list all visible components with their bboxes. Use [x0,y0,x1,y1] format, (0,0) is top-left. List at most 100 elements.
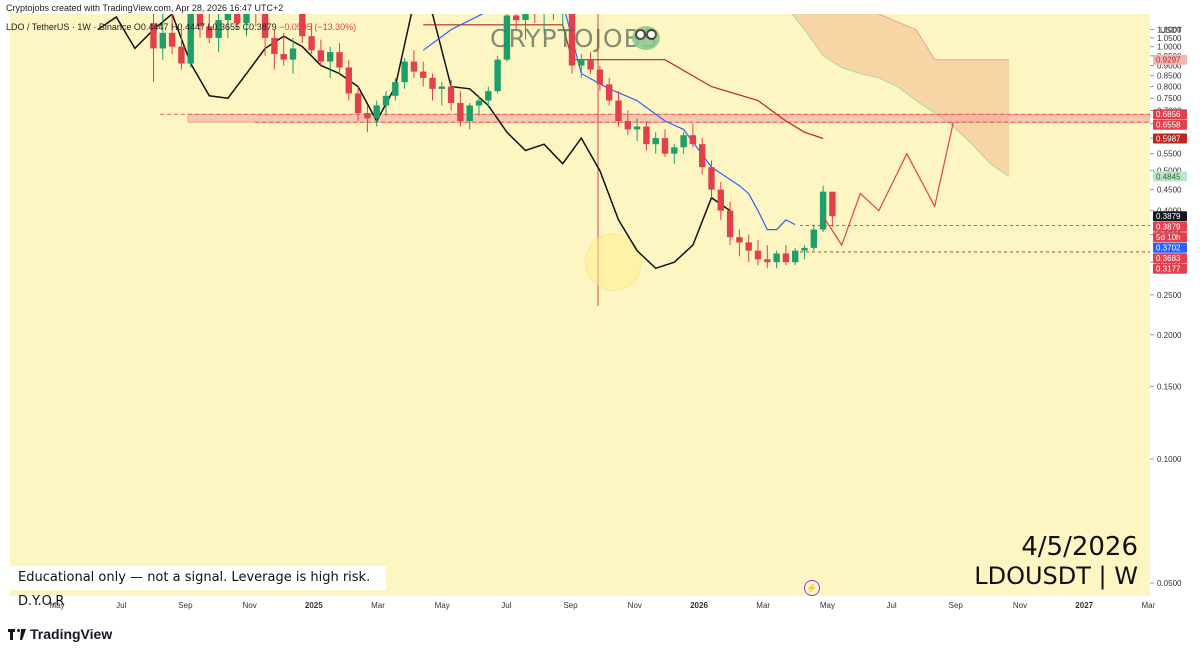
candle-body [392,82,399,96]
currency-label: USDT [1160,26,1182,35]
candle [280,32,287,66]
candle-body [345,67,352,94]
candle [829,191,836,227]
candle-body [438,86,445,89]
candle-body [401,61,408,83]
candle-body [299,14,306,37]
candle-body [801,247,808,251]
candle [243,14,250,37]
candle [438,82,445,106]
candle [289,37,297,74]
y-tick-label: 0.1000 [1157,455,1182,464]
candle [345,59,352,101]
candle-body [717,189,724,211]
x-tick-label: 2027 [1075,601,1093,610]
y-tick-label: 0.8000 [1157,83,1182,92]
symbol-legend[interactable]: LDO / TetherUS · 1W · Binance O0.4447 H0… [6,22,356,32]
legend-change: −0.0595 (−13.30%) [279,22,357,32]
candle-body [699,144,706,168]
candle-body [327,52,334,62]
candle [522,14,529,40]
candle [534,14,536,24]
candle-body [726,210,734,238]
candle [457,91,464,127]
candle [643,121,650,151]
candle [420,61,427,87]
x-tick-label: 2025 [305,601,323,610]
candle-body [475,100,483,106]
y-tick-label: 0.5000 [1157,167,1182,176]
candle [792,247,799,266]
candle-body [215,20,222,38]
candle [782,245,790,266]
created-by-text: Cryptojobs created with TradingView.com,… [6,3,284,13]
candle-body [643,126,650,145]
candle-body [633,126,641,130]
candle [633,118,641,142]
candle [410,50,418,78]
candle [382,91,390,116]
candle [364,105,371,133]
candle [447,80,455,111]
x-tick-label: Nov [1013,601,1027,610]
candle-body [829,191,836,217]
frog-icon [632,26,660,50]
candle [224,14,232,38]
x-tick-label: May [820,601,835,610]
x-tick-label: Mar [756,601,770,610]
lightning-icon[interactable]: ⚡ [804,580,820,596]
price-label: 5d 10h [1156,233,1180,242]
price-label-box [1153,119,1187,130]
candle-body [382,95,390,106]
candle-body [271,37,278,54]
tradingview-icon [8,629,26,640]
candle [150,14,157,83]
tenkan-line [422,14,796,231]
candle [234,14,241,30]
cloud-upper-line [877,14,1010,61]
price-label: 0.9297 [1156,56,1181,65]
candle [764,245,771,269]
candle-body [243,14,250,24]
candle-body [373,105,380,119]
y-tick-label: 1.1000 [1157,26,1182,35]
candle [708,160,715,198]
candle-body [494,59,501,92]
candle [661,129,669,157]
candle [485,86,492,108]
candle [754,239,762,266]
candle-body [420,71,427,78]
candle [726,201,734,246]
candle [475,95,483,116]
candle-body [606,84,613,101]
legend-symbol: LDO / TetherUS · 1W · Binance [6,22,132,32]
candle-body [289,48,297,60]
price-label-box [1153,171,1187,182]
candle-body [178,46,185,64]
brand-logo[interactable]: TradingView [8,626,112,642]
candle [587,52,594,74]
candle-body [522,14,529,21]
candle-body [689,135,697,145]
candle-body [354,93,362,114]
candle-body [736,237,743,243]
candle [810,224,817,251]
candle-body [513,15,520,21]
x-tick-label: Jul [501,601,511,610]
candle-body [503,15,511,60]
price-label: 0.6856 [1156,110,1181,119]
candle-body [447,86,455,103]
price-label-box [1153,54,1187,65]
y-tick-label: 0.4500 [1157,186,1182,195]
candle-body [317,50,325,62]
x-tick-label: Nov [628,601,642,610]
candle-body [364,113,371,119]
candle [354,86,362,122]
candle [652,132,659,154]
candle [429,73,436,101]
candle-body [550,2,556,11]
price-label-box [1153,109,1187,120]
candle-body [819,191,827,230]
candle-body [652,138,659,145]
